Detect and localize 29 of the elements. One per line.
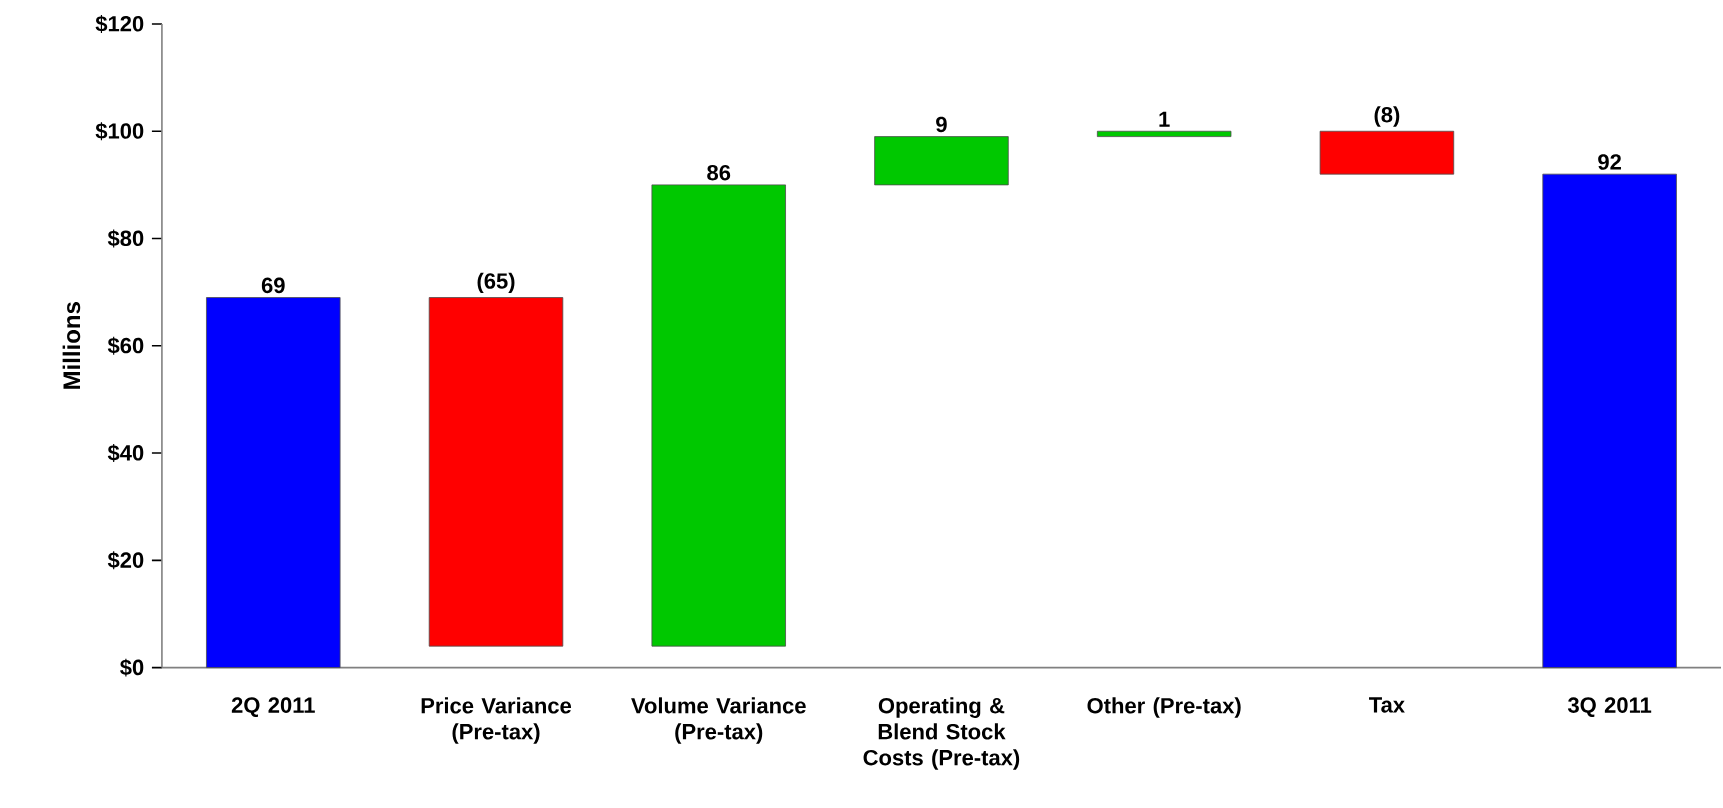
bar <box>1096 131 1232 138</box>
data-label: (65) <box>477 272 515 294</box>
bar <box>874 136 1009 186</box>
bar <box>428 297 564 647</box>
data-label: 86 <box>707 165 731 181</box>
y-tick-label: $60 <box>107 337 144 355</box>
bar <box>651 184 786 647</box>
data-label: 92 <box>1598 154 1621 170</box>
data-label: (8) <box>1374 106 1400 128</box>
bar <box>1542 173 1677 669</box>
x-tick-label: 3Q 2011 <box>1567 697 1652 718</box>
x-tick-label: 2Q 2011 <box>231 697 315 718</box>
x-tick-label: Price Variance (Pre-tax) <box>421 697 572 745</box>
y-tick-label: $20 <box>107 551 144 570</box>
y-tick-label: $100 <box>95 122 144 141</box>
bar <box>1319 131 1455 175</box>
x-tick-label: Operating & Blend Stock Costs (Pre-tax) <box>863 697 1020 770</box>
data-label: 9 <box>936 116 947 133</box>
x-tick-label: Other (Pre-tax) <box>1087 697 1241 719</box>
y-axis-title: Millions <box>62 302 81 390</box>
y-tick-label: $80 <box>107 229 144 248</box>
data-label: 69 <box>261 277 285 294</box>
x-tick-label: Tax <box>1369 697 1405 713</box>
y-tick-label: $40 <box>107 444 144 463</box>
y-tick-label: $0 <box>120 658 144 677</box>
x-tick-label: Volume Variance (Pre-tax) <box>631 697 806 745</box>
data-label: 1 <box>1159 111 1170 128</box>
y-tick-label: $120 <box>95 15 144 34</box>
bar <box>206 297 341 669</box>
